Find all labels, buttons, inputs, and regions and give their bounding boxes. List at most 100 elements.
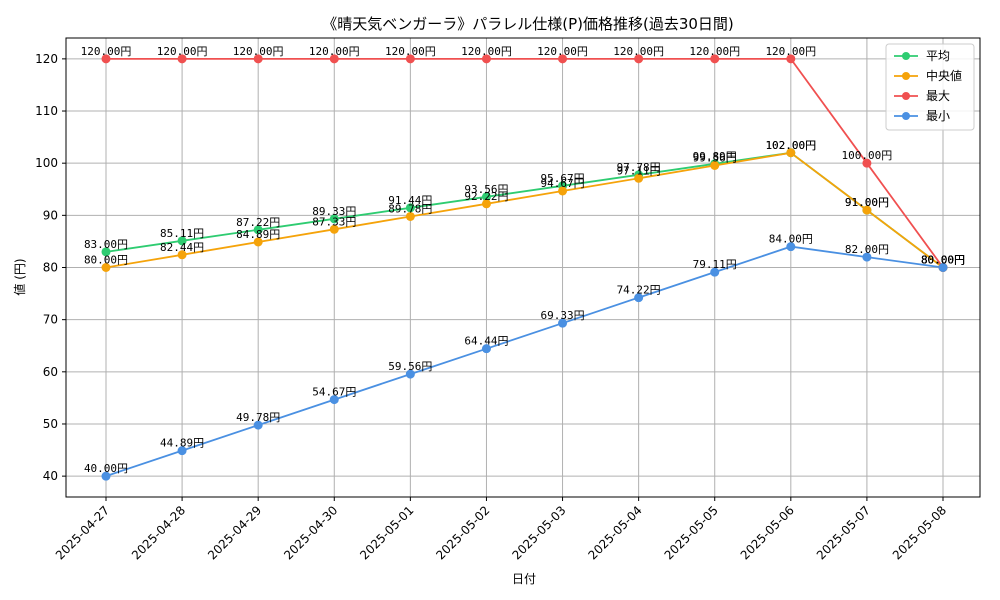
- data-label: 80.00円: [921, 254, 965, 267]
- data-point: [405, 203, 415, 213]
- data-label: 91.00円: [845, 196, 889, 209]
- data-label: 92.22円: [464, 190, 508, 203]
- y-tick-label: 120: [35, 52, 58, 66]
- data-label: 91.00円: [845, 196, 889, 209]
- data-label: 120.00円: [689, 45, 740, 58]
- legend-marker: [902, 72, 910, 80]
- data-point: [634, 54, 644, 64]
- data-label: 87.22円: [236, 216, 280, 229]
- series-lines: [105, 58, 944, 477]
- y-axis-ticks: 40 50 60 70 80 90 100 110 120: [35, 52, 66, 483]
- data-point: [177, 250, 187, 260]
- data-label: 80.00円: [921, 254, 965, 267]
- data-point: [710, 267, 720, 277]
- data-label: 94.67円: [540, 177, 584, 190]
- data-point: [481, 192, 491, 202]
- data-point: [177, 54, 187, 64]
- y-tick-label: 50: [43, 417, 58, 431]
- legend-label: 最小: [926, 109, 950, 123]
- grid-lines: [66, 38, 980, 497]
- data-label: 99.56円: [693, 151, 737, 164]
- y-tick-label: 60: [43, 365, 58, 379]
- data-point: [253, 225, 263, 235]
- data-point: [101, 247, 111, 257]
- data-point: [938, 263, 948, 272]
- data-label: 95.67円: [540, 172, 584, 185]
- data-point: [786, 54, 796, 64]
- legend-marker: [902, 112, 910, 120]
- data-point: [481, 344, 491, 354]
- y-tick-label: 90: [43, 208, 58, 222]
- legend-marker: [902, 92, 910, 100]
- series-line: [105, 151, 944, 269]
- data-label: 100.00円: [842, 149, 893, 162]
- chart-title: 《晴天気ベンガーラ》パラレル仕様(P)価格推移(過去30日間): [322, 15, 734, 33]
- data-label: 74.22円: [617, 284, 661, 297]
- data-point: [253, 237, 263, 247]
- data-point: [481, 199, 491, 209]
- data-label: 80.00円: [921, 254, 965, 267]
- series-line: [105, 245, 944, 477]
- legend-label: 平均: [926, 49, 950, 63]
- data-label: 120.00円: [233, 45, 284, 58]
- data-label: 120.00円: [613, 45, 664, 58]
- data-label: 120.00円: [157, 45, 208, 58]
- data-point: [177, 446, 187, 456]
- data-label: 120.00円: [461, 45, 512, 58]
- data-point: [329, 54, 339, 64]
- data-label: 54.67円: [312, 386, 356, 399]
- data-point: [862, 252, 872, 262]
- data-point: [862, 205, 872, 215]
- data-label: 82.00円: [845, 243, 889, 256]
- data-point: [101, 54, 111, 64]
- legend-label: 最大: [926, 89, 950, 103]
- data-label: 83.00円: [84, 238, 128, 251]
- data-point: [405, 211, 415, 221]
- data-point: [558, 54, 568, 64]
- data-point: [634, 173, 644, 183]
- data-point: [329, 224, 339, 234]
- data-point: [405, 54, 415, 64]
- data-label: 80.00円: [921, 254, 965, 267]
- data-label: 89.33円: [312, 205, 356, 218]
- data-label: 120.00円: [81, 45, 132, 58]
- y-tick-label: 80: [43, 261, 58, 275]
- data-labels: 83.00円 85.11円 87.22円 89.33円 91.44円 93.56円 95.6…: [81, 45, 965, 475]
- legend-marker: [902, 52, 910, 60]
- data-point: [786, 242, 796, 252]
- data-label: 84.00円: [769, 233, 813, 246]
- data-label: 84.89円: [236, 228, 280, 241]
- data-point: [862, 158, 872, 168]
- data-label: 64.44円: [464, 335, 508, 348]
- data-point: [710, 160, 720, 170]
- series-line: [106, 58, 944, 269]
- y-tick-label: 100: [35, 156, 58, 170]
- data-point: [253, 54, 263, 64]
- y-tick-label: 40: [43, 469, 58, 483]
- data-point: [101, 263, 111, 272]
- data-point: [253, 420, 263, 430]
- data-label: 97.78円: [617, 161, 661, 174]
- data-label: 102.00円: [765, 139, 816, 152]
- data-label: 120.00円: [765, 45, 816, 58]
- y-tick-label: 110: [35, 104, 58, 118]
- data-label: 120.00円: [309, 45, 360, 58]
- data-point: [177, 236, 187, 246]
- legend-box: [885, 43, 975, 131]
- data-label: 87.33円: [312, 215, 356, 228]
- data-label: 99.89円: [693, 150, 737, 163]
- data-point: [634, 293, 644, 303]
- data-label: 69.33円: [540, 309, 584, 322]
- data-label: 120.00円: [537, 45, 588, 58]
- data-label: 97.11円: [617, 164, 661, 177]
- data-label: 79.11円: [693, 258, 737, 271]
- data-label: 59.56円: [388, 360, 432, 373]
- data-label: 49.78円: [236, 411, 280, 424]
- data-point: [101, 471, 111, 481]
- data-point: [329, 214, 339, 224]
- data-label: 120.00円: [385, 45, 436, 58]
- data-label: 44.89円: [160, 437, 204, 450]
